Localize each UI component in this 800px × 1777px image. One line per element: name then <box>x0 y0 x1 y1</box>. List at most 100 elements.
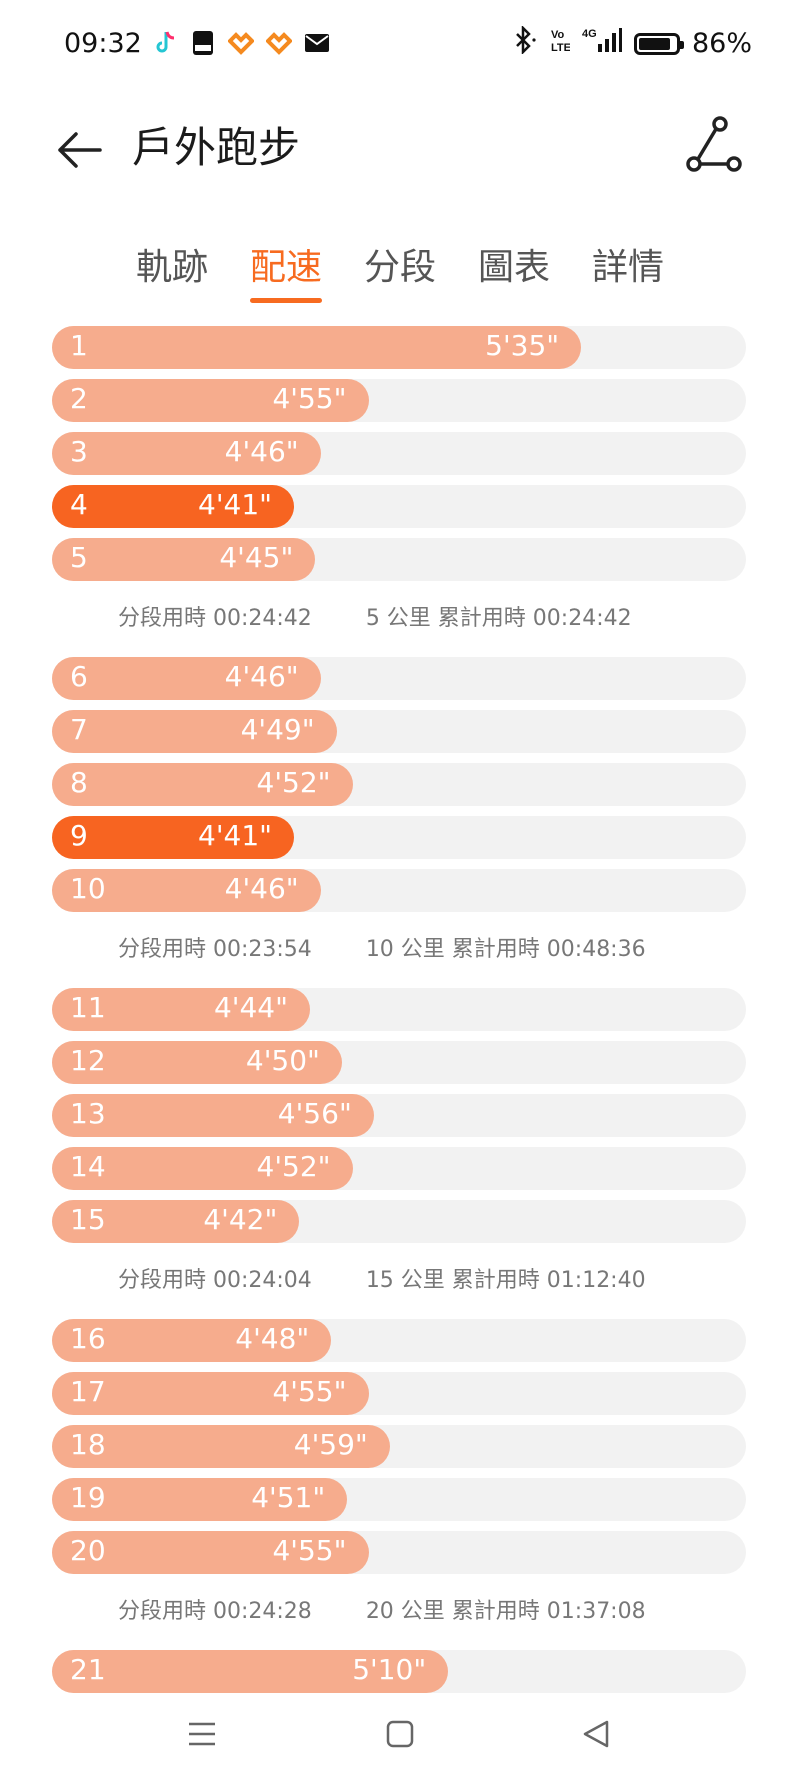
pace-row: 2 4'55" <box>52 379 746 422</box>
pace-value: 4'50" <box>245 1044 320 1077</box>
km-label: 14 <box>70 1150 106 1183</box>
cumulative-time: 10 公里 累計用時 00:48:36 <box>365 937 646 962</box>
pace-value: 4'52" <box>256 1150 331 1183</box>
home-button[interactable] <box>370 1704 430 1764</box>
pace-bar <box>52 1147 353 1190</box>
pace-bar <box>52 869 321 912</box>
pace-bar-fastest <box>52 816 295 859</box>
split-time: 分段用時 00:24:28 <box>118 1599 312 1624</box>
pace-row: 12 4'50" <box>52 1041 746 1084</box>
svg-text:4G: 4G <box>582 28 597 40</box>
pace-bar <box>52 1094 374 1137</box>
pace-bar <box>52 1041 342 1084</box>
km-label: 17 <box>70 1375 106 1408</box>
split-time: 分段用時 00:23:54 <box>118 937 312 962</box>
tab-pace[interactable]: 配速 <box>248 238 324 308</box>
km-label: 1 <box>70 329 88 362</box>
pace-row: 10 4'46" <box>52 869 746 912</box>
split-summary: 分段用時 00:24:04 15 公里 累計用時 01:12:40 <box>52 1253 746 1303</box>
km-label: 13 <box>70 1097 106 1130</box>
pace-row: 8 4'52" <box>52 763 746 806</box>
pace-value: 4'46" <box>224 435 299 468</box>
km-label: 15 <box>70 1203 106 1236</box>
tab-track[interactable]: 軌跡 <box>135 247 208 288</box>
cumulative-time: 20 公里 累計用時 01:37:08 <box>365 1599 646 1624</box>
pace-value: 4'48" <box>235 1322 310 1355</box>
volte-icon: Vo LTE <box>550 26 571 61</box>
pace-bar <box>52 1650 449 1693</box>
pace-bar <box>52 326 582 369</box>
pace-row: 19 4'51" <box>52 1478 746 1521</box>
tab-bar: 軌跡 配速 分段 圖表 詳情 <box>0 238 800 308</box>
pace-value: 4'55" <box>272 382 347 415</box>
split-time: 分段用時 00:24:04 <box>118 1268 312 1293</box>
pace-bar <box>52 763 353 806</box>
pace-bar <box>52 538 316 581</box>
pace-bar <box>52 1200 300 1243</box>
back-triangle-icon <box>583 1720 609 1748</box>
heart-app-icon <box>228 30 254 56</box>
split-summary: 分段用時 00:24:28 20 公里 累計用時 01:37:08 <box>52 1584 746 1634</box>
pace-row: 21 5'10" <box>52 1650 746 1693</box>
share-icon <box>686 116 742 172</box>
pace-bar <box>52 988 311 1031</box>
km-label: 5 <box>70 541 88 574</box>
pace-row: 3 4'46" <box>52 432 746 475</box>
km-label: 16 <box>70 1322 106 1355</box>
pace-row: 16 4'48" <box>52 1319 746 1362</box>
battery-icon <box>633 32 684 55</box>
pace-value: 4'49" <box>240 713 315 746</box>
mail-icon <box>304 30 330 56</box>
km-label: 9 <box>70 819 88 852</box>
km-label: 21 <box>70 1653 106 1686</box>
pace-row: 14 4'52" <box>52 1147 746 1190</box>
signal-4g-icon: 4G <box>582 26 622 61</box>
share-button[interactable] <box>682 112 748 178</box>
pace-row: 5 4'45" <box>52 538 746 581</box>
pace-bar <box>52 710 337 753</box>
pace-value: 4'45" <box>219 541 294 574</box>
back-arrow-icon <box>58 132 102 168</box>
km-label: 10 <box>70 872 106 905</box>
km-label: 3 <box>70 435 88 468</box>
pace-value: 4'51" <box>251 1481 326 1514</box>
pace-row: 1 5'35" <box>52 326 746 369</box>
cumulative-time: 5 公里 累計用時 00:24:42 <box>365 606 632 631</box>
status-time: 09:32 <box>64 28 142 59</box>
pace-value: 4'41" <box>198 819 273 852</box>
back-nav-button[interactable] <box>566 1704 626 1764</box>
pace-row: 13 4'56" <box>52 1094 746 1137</box>
pace-value: 4'46" <box>224 872 299 905</box>
tab-splits[interactable]: 分段 <box>363 247 436 288</box>
pace-value: 4'44" <box>213 991 289 1024</box>
pace-value: 5'10" <box>352 1653 427 1686</box>
pace-bar-fastest <box>52 485 295 528</box>
km-label: 2 <box>70 382 88 415</box>
pace-bar <box>52 379 369 422</box>
pace-bar <box>52 432 321 475</box>
pace-value: 4'52" <box>256 766 331 799</box>
split-summary: 分段用時 00:23:54 10 公里 累計用時 00:48:36 <box>52 922 746 972</box>
km-label: 8 <box>70 766 88 799</box>
km-label: 18 <box>70 1428 106 1461</box>
menu-button[interactable] <box>172 1704 232 1764</box>
page-title: 戶外跑步 <box>132 123 301 172</box>
back-button[interactable] <box>52 122 108 178</box>
pace-value: 4'56" <box>277 1097 352 1130</box>
tab-details[interactable]: 詳情 <box>592 247 665 288</box>
pdf-icon <box>190 30 216 56</box>
pace-bar <box>52 1425 390 1468</box>
cumulative-time: 15 公里 累計用時 01:12:40 <box>365 1268 646 1293</box>
battery-level <box>638 37 670 50</box>
pace-row: 15 4'42" <box>52 1200 746 1243</box>
pace-bar <box>52 657 321 700</box>
pace-value: 4'55" <box>272 1375 347 1408</box>
pace-row: 18 4'59" <box>52 1425 746 1468</box>
bluetooth-icon <box>512 24 538 61</box>
tab-charts[interactable]: 圖表 <box>478 247 551 288</box>
km-label: 7 <box>70 713 88 746</box>
battery-percent: 86% <box>691 28 752 59</box>
km-label: 12 <box>70 1044 106 1077</box>
pace-row: 20 4'55" <box>52 1531 746 1574</box>
system-nav-bar <box>0 1690 800 1777</box>
